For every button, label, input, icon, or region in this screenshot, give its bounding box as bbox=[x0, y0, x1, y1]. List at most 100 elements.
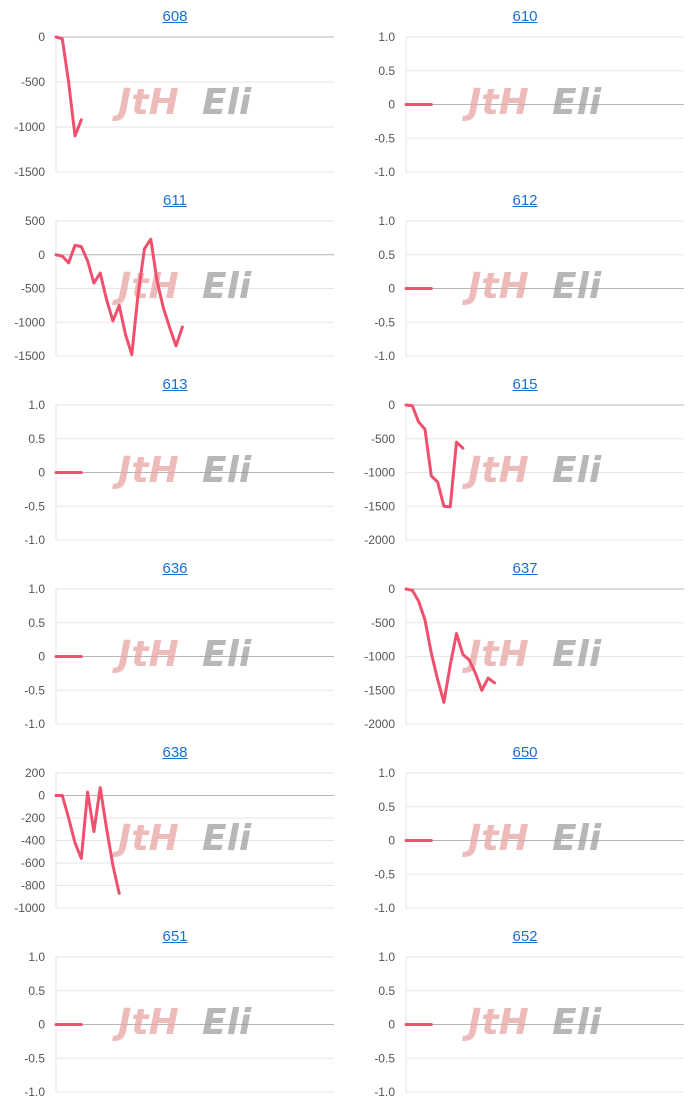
y-tick-label: -1000 bbox=[14, 315, 45, 329]
chart-panel: 613 1.0 0.5 0 -0.5 -1.0 JtH Eli bbox=[0, 368, 350, 552]
chart-title-link[interactable]: 638 bbox=[162, 744, 188, 761]
y-tick-label: -2000 bbox=[364, 717, 395, 731]
y-tick-label: -0.5 bbox=[24, 1051, 45, 1065]
chart-plot: 1.0 0.5 0 -0.5 -1.0 JtH Eli bbox=[374, 214, 684, 363]
chart-panel: 651 1.0 0.5 0 -0.5 -1.0 JtH Eli bbox=[0, 920, 350, 1104]
y-tick-label: -1000 bbox=[364, 650, 395, 664]
svg-text:JtH: JtH bbox=[462, 82, 529, 123]
y-tick-label: 0.5 bbox=[28, 616, 45, 630]
y-tick-label: -1.0 bbox=[374, 349, 395, 363]
svg-text:JtH: JtH bbox=[112, 634, 179, 675]
y-tick-label: 500 bbox=[25, 214, 45, 228]
y-tick-label: -0.5 bbox=[24, 683, 45, 697]
svg-text:Eli: Eli bbox=[552, 634, 602, 675]
chart-plot: 500 0 -500 -1000 -1500 JtH Eli bbox=[14, 214, 334, 363]
y-tick-label: -400 bbox=[21, 834, 45, 848]
chart-plot: 200 0 -200 -400 -600 -800 -1000 JtH Eli bbox=[14, 766, 334, 915]
chart-panel: 612 1.0 0.5 0 -0.5 -1.0 JtH Eli bbox=[350, 184, 700, 368]
y-tick-label: -500 bbox=[21, 282, 45, 296]
y-tick-label: -500 bbox=[371, 432, 395, 446]
watermark-logo: JtH Eli bbox=[112, 634, 252, 675]
y-tick-label: 0.5 bbox=[28, 984, 45, 998]
chart-title-link[interactable]: 613 bbox=[162, 376, 188, 393]
y-tick-label: 0 bbox=[388, 834, 395, 848]
y-tick-label: -600 bbox=[21, 856, 45, 870]
chart-panel: 610 1.0 0.5 0 -0.5 -1.0 JtH Eli bbox=[350, 0, 700, 184]
chart-plot: 1.0 0.5 0 -0.5 -1.0 JtH Eli bbox=[24, 398, 334, 547]
chart-title-link[interactable]: 652 bbox=[512, 928, 538, 945]
svg-text:JtH: JtH bbox=[112, 266, 179, 307]
chart-title-link[interactable]: 651 bbox=[162, 928, 188, 945]
svg-text:Eli: Eli bbox=[202, 82, 252, 123]
y-tick-label: -1.0 bbox=[24, 1085, 45, 1099]
chart-plot: 0 -500 -1000 -1500 JtH Eli bbox=[14, 30, 334, 179]
y-tick-label: -1000 bbox=[14, 120, 45, 134]
watermark-logo: JtH Eli bbox=[112, 82, 252, 123]
svg-text:JtH: JtH bbox=[462, 450, 529, 491]
svg-text:Eli: Eli bbox=[202, 450, 252, 491]
chart-title-link[interactable]: 650 bbox=[512, 744, 538, 761]
y-tick-label: 0 bbox=[38, 789, 45, 803]
svg-text:JtH: JtH bbox=[462, 266, 529, 307]
chart-title-link[interactable]: 608 bbox=[162, 8, 188, 25]
svg-text:JtH: JtH bbox=[112, 82, 179, 123]
y-tick-label: -0.5 bbox=[374, 867, 395, 881]
series-line bbox=[54, 35, 83, 138]
svg-text:JtH: JtH bbox=[112, 450, 179, 491]
watermark-logo: JtH Eli bbox=[112, 1002, 252, 1043]
y-tick-label: 0 bbox=[388, 282, 395, 296]
y-tick-label: -500 bbox=[21, 75, 45, 89]
y-tick-label: -1.0 bbox=[24, 533, 45, 547]
svg-text:JtH: JtH bbox=[112, 818, 179, 859]
y-tick-label: 1.0 bbox=[28, 398, 45, 412]
y-tick-label: 1.0 bbox=[378, 214, 395, 228]
watermark-logo: JtH Eli bbox=[462, 818, 602, 859]
series-line bbox=[404, 403, 465, 509]
y-tick-label: 0 bbox=[388, 582, 395, 596]
watermark-logo: JtH Eli bbox=[462, 82, 602, 123]
y-tick-label: 1.0 bbox=[378, 950, 395, 964]
y-tick-label: 0.5 bbox=[378, 64, 395, 78]
y-tick-label: -2000 bbox=[364, 533, 395, 547]
chart-title-link[interactable]: 637 bbox=[512, 560, 538, 577]
y-tick-label: -1.0 bbox=[24, 717, 45, 731]
chart-plot: 1.0 0.5 0 -0.5 -1.0 JtH Eli bbox=[24, 950, 334, 1099]
chart-title-link[interactable]: 611 bbox=[163, 192, 187, 209]
chart-panel: 611 500 0 -500 -1000 -1500 JtH Eli bbox=[0, 184, 350, 368]
svg-text:Eli: Eli bbox=[552, 450, 602, 491]
chart-plot: 1.0 0.5 0 -0.5 -1.0 JtH Eli bbox=[374, 950, 684, 1099]
chart-panel: 615 0 -500 -1000 -1500 -2000 JtH Eli bbox=[350, 368, 700, 552]
chart-title-link[interactable]: 610 bbox=[512, 8, 538, 25]
y-tick-label: 0 bbox=[38, 650, 45, 664]
watermark-logo: JtH Eli bbox=[462, 450, 602, 491]
y-tick-label: 200 bbox=[25, 766, 45, 780]
chart-title-link[interactable]: 636 bbox=[162, 560, 188, 577]
y-tick-label: 0.5 bbox=[378, 248, 395, 262]
chart-title-link[interactable]: 615 bbox=[512, 376, 538, 393]
y-tick-label: -500 bbox=[371, 616, 395, 630]
y-tick-label: 0 bbox=[388, 398, 395, 412]
svg-text:JtH: JtH bbox=[462, 1002, 529, 1043]
svg-text:Eli: Eli bbox=[202, 266, 252, 307]
y-tick-label: 0 bbox=[38, 466, 45, 480]
watermark-logo: JtH Eli bbox=[462, 634, 602, 675]
chart-title-link[interactable]: 612 bbox=[512, 192, 538, 209]
svg-text:JtH: JtH bbox=[112, 1002, 179, 1043]
chart-panel: 652 1.0 0.5 0 -0.5 -1.0 JtH Eli bbox=[350, 920, 700, 1104]
y-tick-label: 0.5 bbox=[28, 432, 45, 446]
y-tick-label: 0 bbox=[38, 30, 45, 44]
y-tick-label: -1500 bbox=[14, 165, 45, 179]
y-tick-label: -800 bbox=[21, 879, 45, 893]
chart-panel: 608 0 -500 -1000 -1500 JtH Eli bbox=[0, 0, 350, 184]
svg-text:Eli: Eli bbox=[202, 634, 252, 675]
chart-panel: 637 0 -500 -1000 -1500 -2000 JtH Eli bbox=[350, 552, 700, 736]
watermark-logo: JtH Eli bbox=[462, 1002, 602, 1043]
y-tick-label: 0.5 bbox=[378, 984, 395, 998]
y-tick-label: 1.0 bbox=[378, 766, 395, 780]
y-tick-label: -0.5 bbox=[374, 315, 395, 329]
y-tick-label: -1.0 bbox=[374, 901, 395, 915]
chart-panel: 636 1.0 0.5 0 -0.5 -1.0 JtH Eli bbox=[0, 552, 350, 736]
